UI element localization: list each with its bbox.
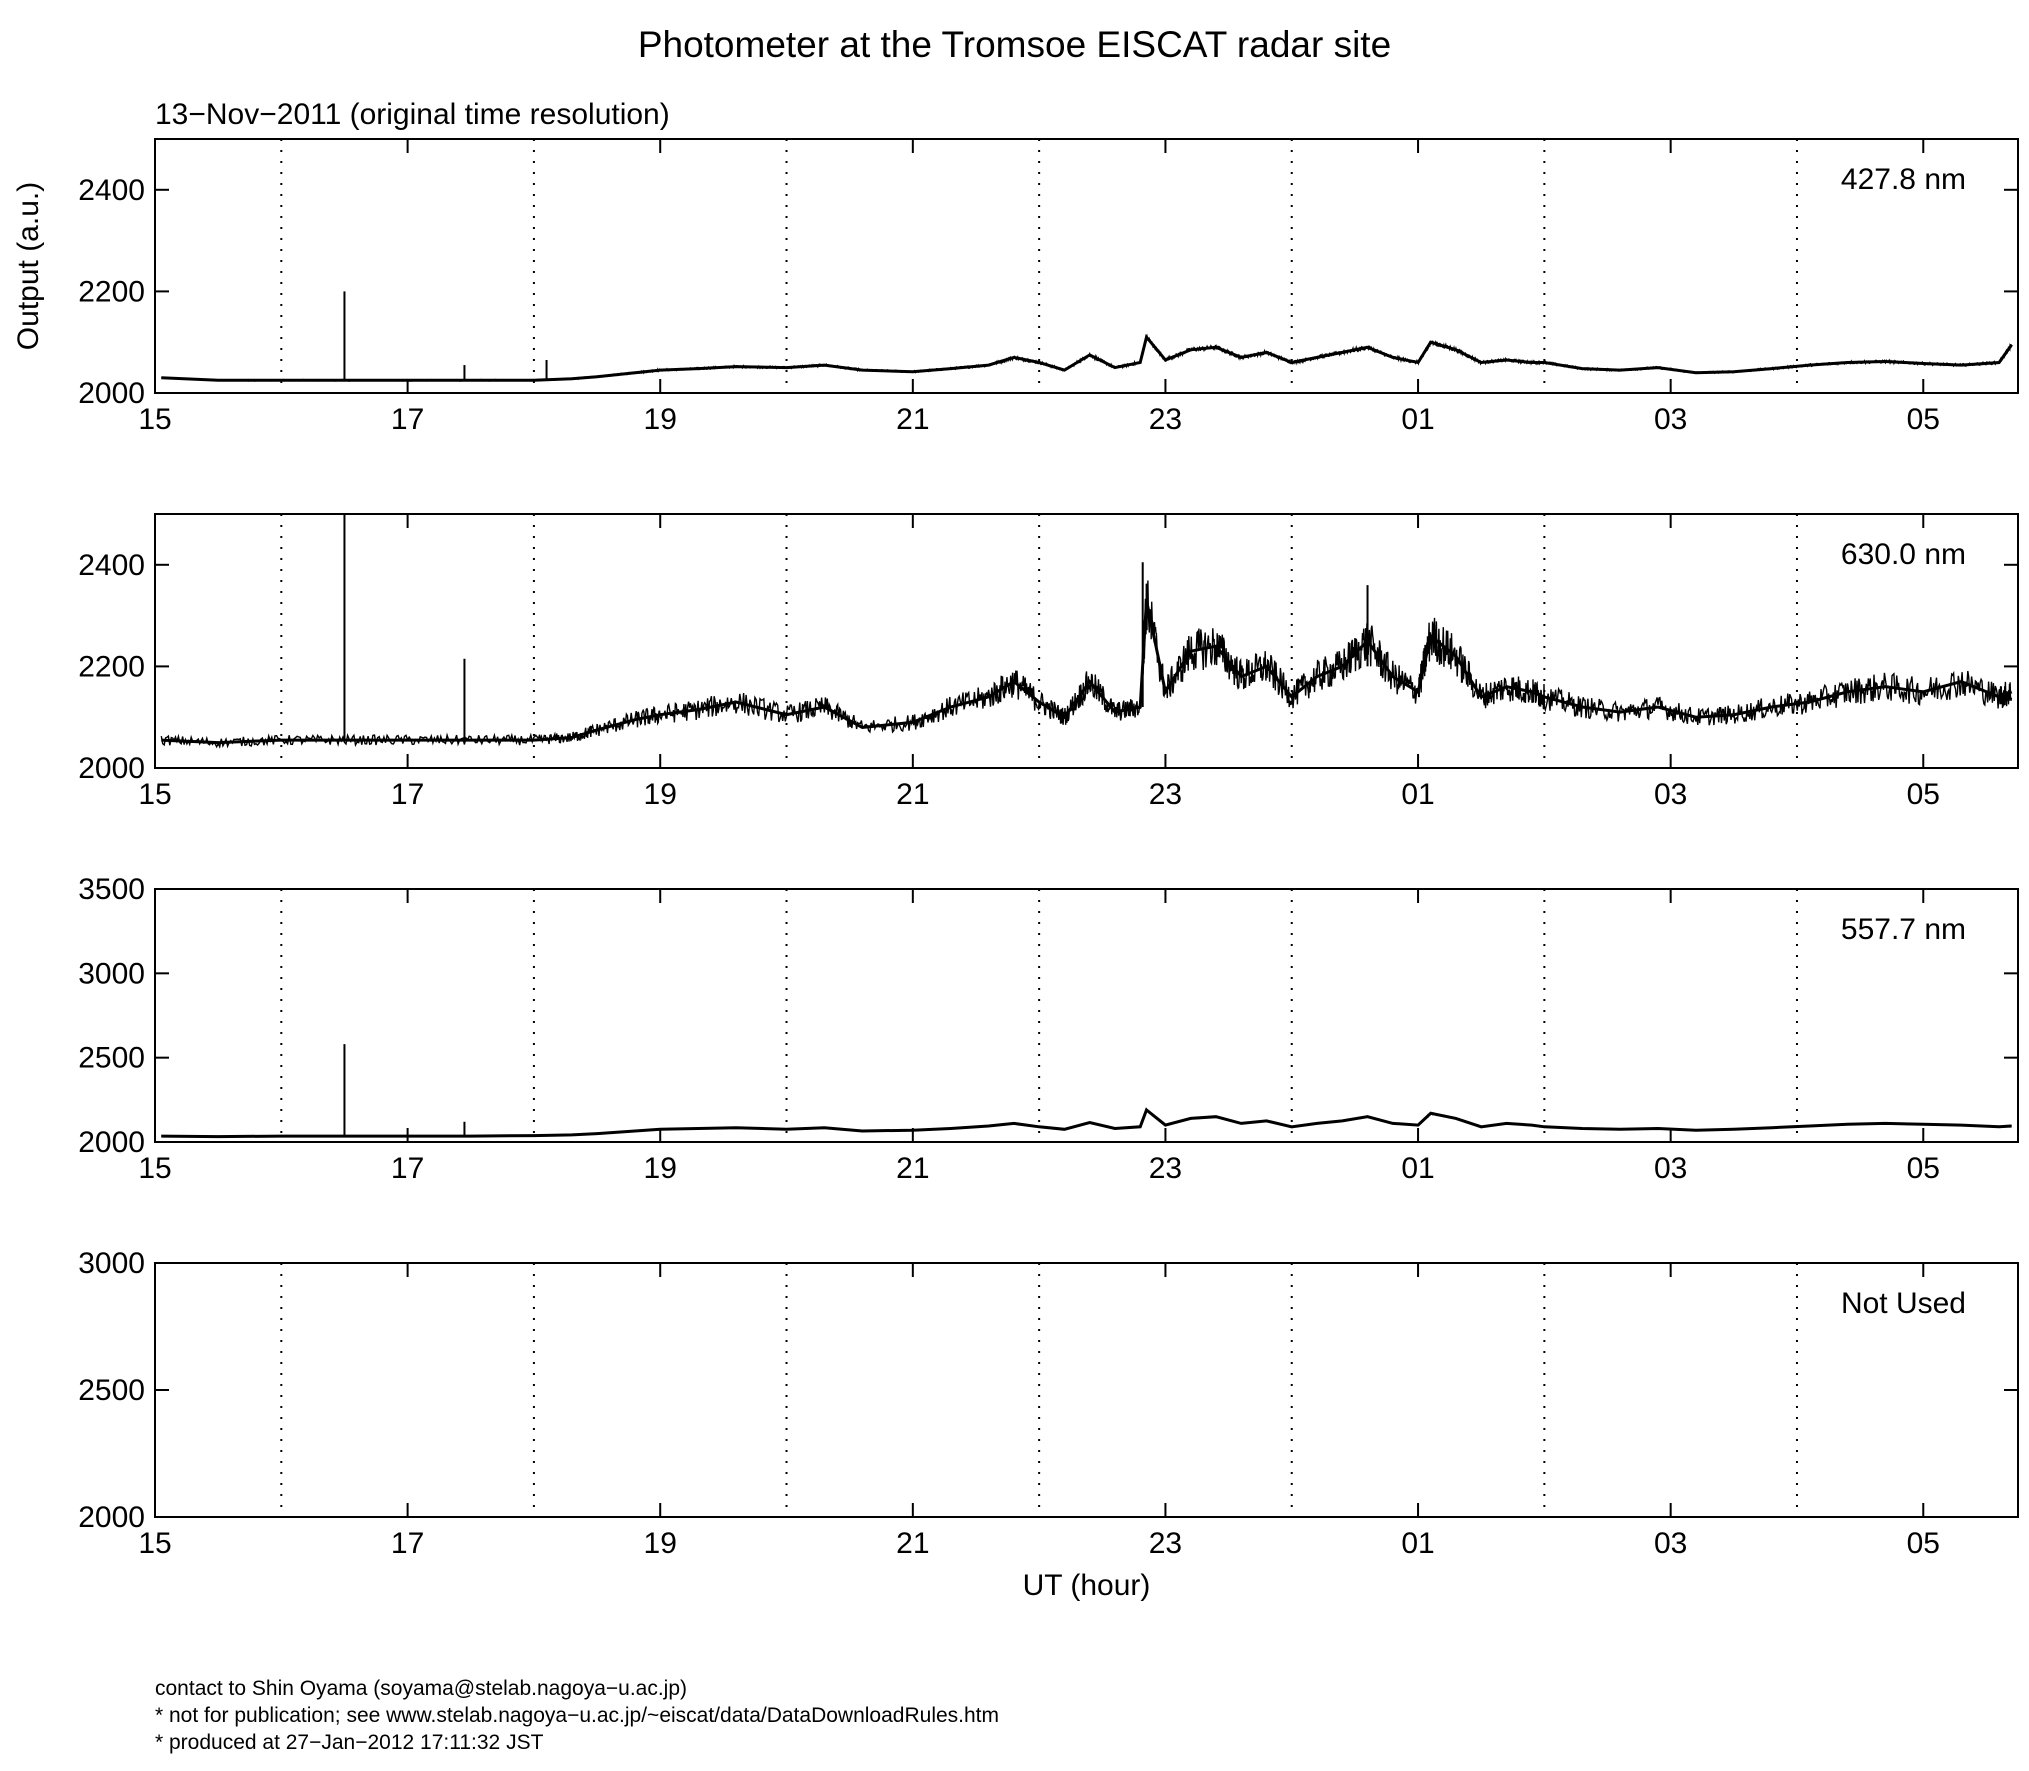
x-tick-label: 23 [1149, 1152, 1182, 1185]
chart-subtitle: 13−Nov−2011 (original time resolution) [155, 98, 670, 131]
x-tick-label: 19 [644, 1152, 677, 1185]
panel-label: 427.8 nm [1841, 163, 1966, 196]
x-tick-label: 17 [391, 778, 424, 811]
panel-label: 630.0 nm [1841, 538, 1966, 571]
y-tick-label: 2000 [78, 377, 145, 410]
x-tick-label: 21 [896, 403, 929, 436]
y-tick-label: 2000 [78, 752, 145, 785]
x-tick-label: 03 [1654, 1152, 1687, 1185]
x-tick-label: 23 [1149, 403, 1182, 436]
x-tick-label: 15 [138, 1527, 171, 1560]
y-tick-label: 2400 [78, 549, 145, 582]
panel-frame [154, 138, 2019, 394]
footer-contact: contact to Shin Oyama (soyama@stelab.nag… [155, 1677, 688, 1700]
y-tick-label: 2000 [78, 1126, 145, 1159]
y-tick-label: 2400 [78, 174, 145, 207]
x-tick-label: 03 [1654, 403, 1687, 436]
x-tick-label: 05 [1907, 1152, 1940, 1185]
y-tick-label: 2200 [78, 650, 145, 683]
x-tick-label: 05 [1907, 1527, 1940, 1560]
x-tick-label: 01 [1401, 403, 1434, 436]
panel-frame [154, 888, 2019, 1143]
x-tick-label: 15 [138, 403, 171, 436]
y-tick-label: 3000 [78, 957, 145, 990]
x-tick-label: 15 [138, 1152, 171, 1185]
x-tick-label: 01 [1401, 1527, 1434, 1560]
footer-produced: * produced at 27−Jan−2012 17:11:32 JST [155, 1731, 544, 1754]
x-tick-label: 21 [896, 778, 929, 811]
y-tick-label: 2000 [78, 1501, 145, 1534]
y-tick-label: 2200 [78, 275, 145, 308]
x-tick-label: 03 [1654, 778, 1687, 811]
x-tick-label: 19 [644, 778, 677, 811]
panel-label: Not Used [1841, 1287, 1966, 1320]
y-tick-label: 2500 [78, 1042, 145, 1075]
x-axis-label: UT (hour) [1023, 1569, 1151, 1602]
series-noise [161, 1107, 2012, 1138]
footer-notice: * not for publication; see www.stelab.na… [155, 1704, 999, 1727]
panel-frame [154, 513, 2019, 769]
x-tick-label: 01 [1401, 1152, 1434, 1185]
series-noise [160, 580, 2013, 749]
x-tick-label: 03 [1654, 1527, 1687, 1560]
x-tick-label: 05 [1907, 403, 1940, 436]
x-tick-label: 15 [138, 778, 171, 811]
panel-label: 557.7 nm [1841, 913, 1966, 946]
series-noise [161, 333, 2013, 382]
y-tick-label: 3000 [78, 1247, 145, 1280]
y-axis-label: Output (a.u.) [12, 182, 45, 350]
panel-frame [154, 1262, 2019, 1518]
x-tick-label: 19 [644, 403, 677, 436]
y-tick-label: 3500 [78, 873, 145, 906]
y-tick-label: 2500 [78, 1374, 145, 1407]
x-tick-label: 17 [391, 1527, 424, 1560]
chart-title: Photometer at the Tromsoe EISCAT radar s… [637, 24, 1392, 65]
x-tick-label: 05 [1907, 778, 1940, 811]
x-tick-label: 23 [1149, 1527, 1182, 1560]
x-tick-label: 21 [896, 1152, 929, 1185]
x-tick-label: 23 [1149, 778, 1182, 811]
x-tick-label: 21 [896, 1527, 929, 1560]
x-tick-label: 01 [1401, 778, 1434, 811]
x-tick-label: 17 [391, 403, 424, 436]
x-tick-label: 17 [391, 1152, 424, 1185]
x-tick-label: 19 [644, 1527, 677, 1560]
